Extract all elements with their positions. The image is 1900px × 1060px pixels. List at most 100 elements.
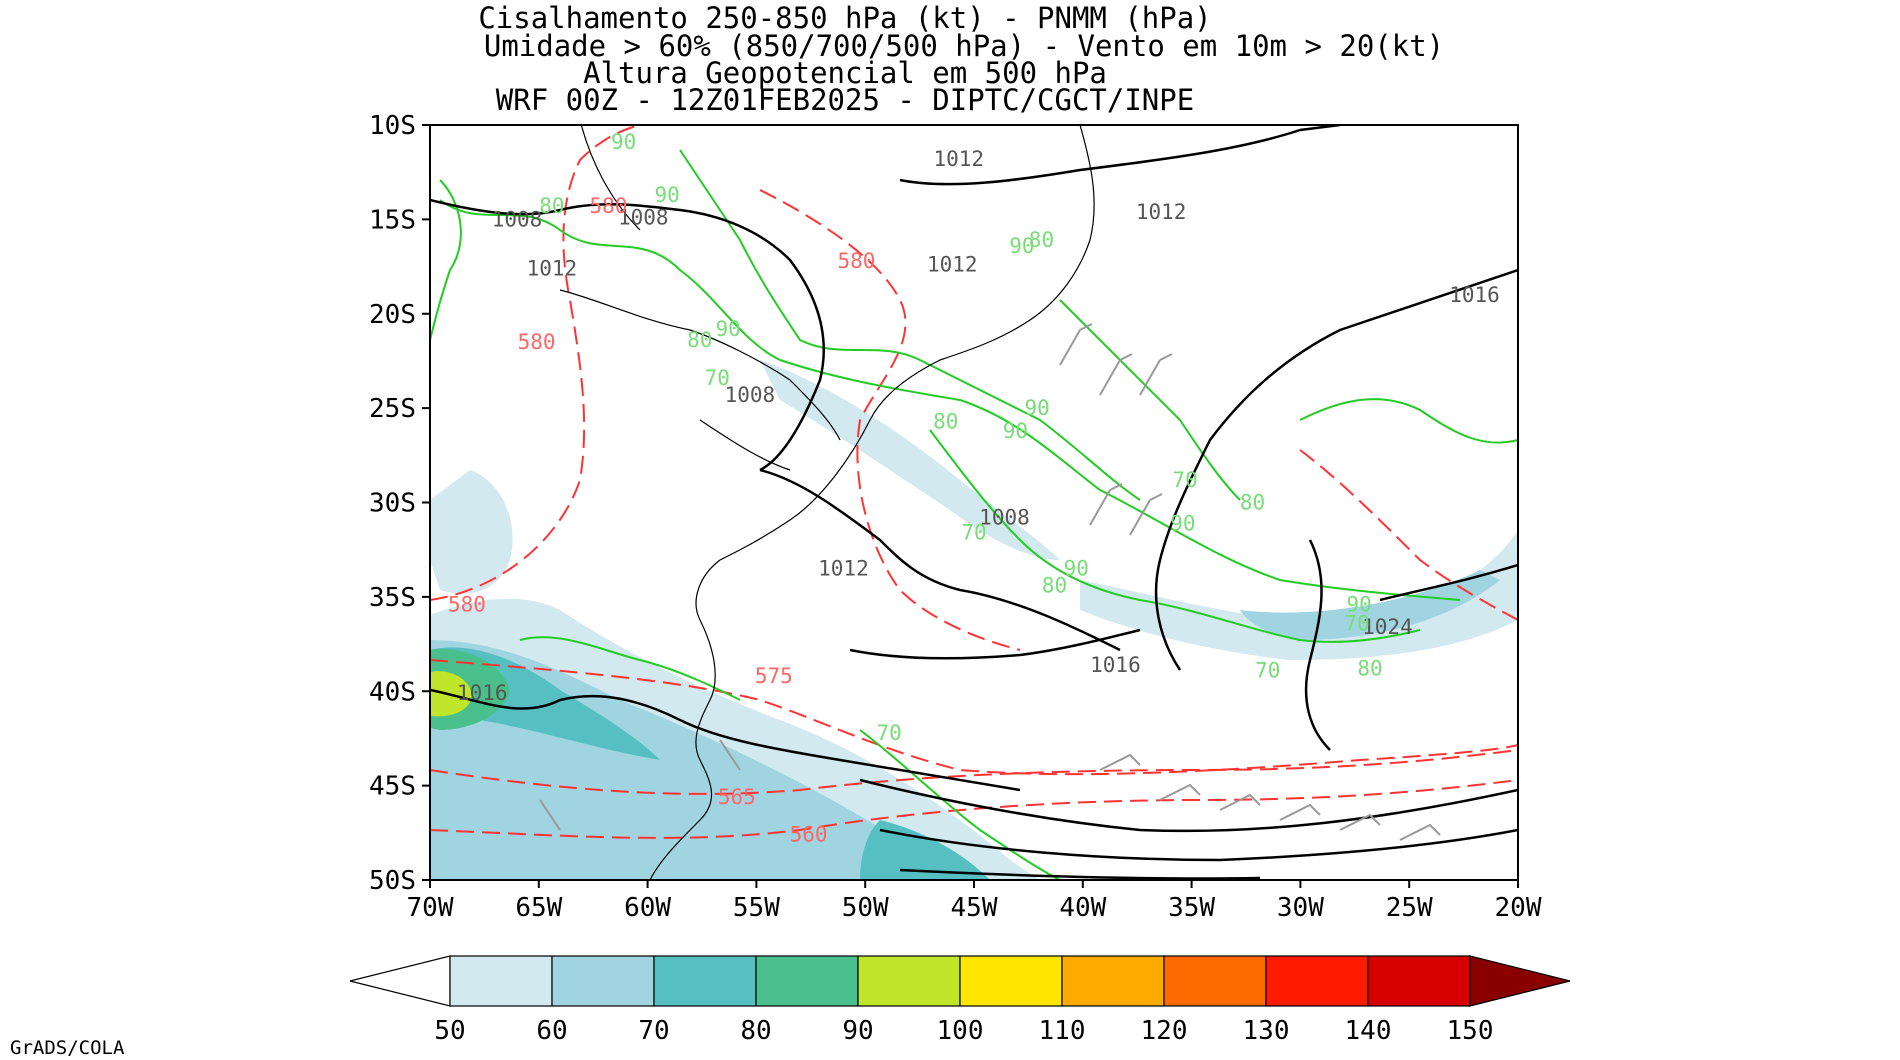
map-title: Cisalhamento 250-850 hPa (kt) - PNMM (hP… [478, 1, 1444, 117]
humidity-label: 90 [1170, 511, 1195, 535]
pressure-contour-low-c [899, 868, 1261, 880]
pressure-label: 1008 [618, 205, 669, 229]
pressure-contour-1024 [1379, 563, 1518, 602]
wind-barb-5 [1129, 493, 1163, 536]
colorbar-label: 130 [1243, 1016, 1290, 1046]
pressure-label: 1012 [933, 147, 984, 171]
humidity-label: 70 [1255, 658, 1280, 682]
height-contours [430, 125, 1518, 839]
wind-barb-1 [1059, 323, 1093, 366]
humidity-label: 70 [1344, 611, 1369, 635]
humidity-contour-1 [439, 199, 1461, 601]
humidity-label: 90 [1064, 557, 1089, 581]
humidity-label: 70 [961, 521, 986, 545]
pressure-contour-low-a [859, 778, 1518, 833]
lon-tick-label: 50W [842, 893, 889, 923]
lat-tick-label: 35S [369, 583, 416, 613]
lat-tick-label: 15S [369, 205, 416, 235]
lon-tick-label: 20W [1495, 893, 1542, 923]
lon-tick-label: 30W [1277, 893, 1324, 923]
map-axis-ticks: 70W 65W 60W 55W 50W 45W 40W 35W 30W 25W 20W 10S 15S 2… [369, 111, 1542, 923]
wind-barb-10 [1339, 813, 1381, 831]
height-label: 580 [518, 330, 556, 354]
lon-tick-label: 60W [624, 893, 671, 923]
wind-barb-8 [1219, 793, 1261, 811]
title-line-4: WRF 00Z - 12Z01FEB2025 - DIPTC/CGCT/INPE [496, 83, 1194, 117]
humidity-label: 70 [705, 366, 730, 390]
height-label: 580 [589, 194, 627, 218]
colorbar-segment [653, 955, 757, 1007]
pressure-contour-1008 [430, 198, 825, 472]
pressure-contour-1016-b [430, 688, 1021, 792]
lat-tick-label: 30S [369, 489, 416, 519]
lat-tick-label: 45S [369, 772, 416, 802]
colorbar-label: 80 [740, 1016, 771, 1046]
title-line-1: Cisalhamento 250-850 hPa (kt) - PNMM (hP… [478, 1, 1211, 35]
lat-tick-label: 25S [369, 394, 416, 424]
humidity-label: 80 [687, 328, 712, 352]
shear-band-west [430, 470, 513, 594]
humidity-label: 70 [1172, 468, 1197, 492]
wind-barb-9 [1279, 803, 1321, 821]
lon-tick-label: 40W [1059, 893, 1106, 923]
shear-colorbar: 50 60 70 80 90 100 110 120 130 140 150 [349, 955, 1571, 1046]
humidity-contour-8 [430, 179, 462, 341]
border-line-4 [580, 125, 641, 231]
colorbar-label: 90 [842, 1016, 873, 1046]
humidity-contour-7 [519, 636, 741, 701]
colorbar-label: 100 [937, 1016, 984, 1046]
pressure-contour-1016-c [849, 628, 1141, 660]
colorbar-segment [449, 955, 553, 1007]
wind-barb-12 [719, 739, 741, 771]
humidity-label: 80 [1357, 657, 1382, 681]
wind-barb-4 [1089, 483, 1123, 526]
humidity-label: 70 [876, 721, 901, 745]
pressure-label: 1008 [492, 207, 543, 231]
humidity-label: 80 [539, 194, 564, 218]
humidity-label: 90 [611, 130, 636, 154]
wind-barb-6 [1099, 753, 1141, 771]
colorbar-label: 110 [1039, 1016, 1086, 1046]
wind-barb-2 [1099, 353, 1133, 396]
lat-tick-label: 40S [369, 677, 416, 707]
humidity-label: 90 [1347, 592, 1372, 616]
colorbar-segment [1367, 955, 1471, 1007]
pressure-label: 1016 [1449, 283, 1500, 307]
pressure-label: 1012 [818, 557, 869, 581]
colorbar-label: 50 [434, 1016, 465, 1046]
humidity-label: 80 [933, 409, 958, 433]
title-line-2: Umidade > 60% (850/700/500 hPa) - Vento … [484, 29, 1444, 63]
wind-barb-13 [539, 799, 561, 831]
colorbar-segment [1061, 955, 1165, 1007]
colorbar-label: 120 [1141, 1016, 1188, 1046]
pressure-contour-1016-a [1154, 268, 1518, 671]
lat-tick-label: 20S [369, 300, 416, 330]
humidity-contours [430, 149, 1518, 880]
border-line-2 [559, 289, 691, 331]
pressure-label: 1012 [527, 256, 578, 280]
shear-band-east [1080, 530, 1518, 660]
humidity-contour-2 [679, 149, 1141, 501]
height-contour-565 [430, 749, 1518, 795]
pressure-contour-low-b [879, 828, 1518, 862]
lat-tick-label: 10S [369, 111, 416, 141]
pressure-label: 1016 [457, 681, 508, 705]
wind-barbs [539, 323, 1441, 841]
pressure-contour-1012-a [899, 125, 1341, 186]
height-contour-580-b [759, 189, 1021, 651]
humidity-contour-6 [1299, 398, 1518, 444]
height-label: 575 [755, 664, 793, 688]
pressure-label: 1012 [1136, 200, 1187, 224]
humidity-label: 90 [1024, 396, 1049, 420]
coastlines [559, 125, 1095, 880]
height-contour-580-c [1299, 449, 1518, 621]
lat-tick-label: 50S [369, 866, 416, 896]
coastline-south-america-east [649, 125, 1095, 880]
height-contour-575 [430, 659, 1518, 776]
colorbar-segment [857, 955, 961, 1007]
humidity-contour-3 [929, 429, 1421, 643]
height-contour-560 [430, 779, 1518, 839]
humidity-label: 80 [1240, 491, 1265, 515]
border-line-1 [689, 329, 841, 441]
